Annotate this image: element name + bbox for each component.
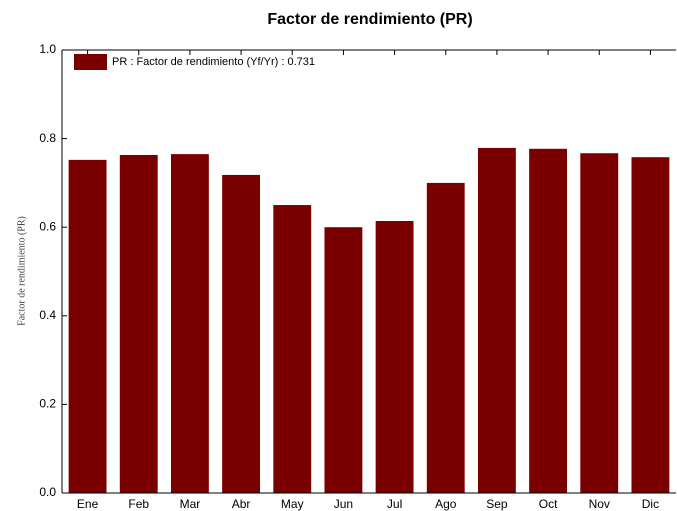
bar <box>273 205 312 494</box>
y-tick-label: 0.0 <box>39 485 56 499</box>
bar <box>580 153 619 493</box>
x-tick-label: Jun <box>334 497 353 511</box>
x-tick-label: Dic <box>642 497 659 511</box>
bar <box>170 154 209 494</box>
x-tick-label: Ene <box>77 497 99 511</box>
bar <box>375 220 414 494</box>
x-tick-label: Sep <box>486 497 508 511</box>
bar <box>631 157 670 493</box>
x-tick-label: Feb <box>128 497 149 511</box>
x-tick-label: Abr <box>232 497 251 511</box>
y-tick-label: 0.6 <box>39 219 56 233</box>
y-tick-label: 0.2 <box>39 397 56 411</box>
x-tick-label: May <box>281 497 304 511</box>
bar <box>324 227 363 493</box>
bar <box>119 154 158 493</box>
y-tick-label: 1.0 <box>39 42 56 56</box>
legend-swatch <box>74 54 107 70</box>
bar <box>68 159 107 493</box>
x-tick-label: Ago <box>435 497 457 511</box>
bar <box>426 182 465 493</box>
y-tick-label: 0.8 <box>39 131 56 145</box>
legend-label: PR : Factor de rendimiento (Yf/Yr) : 0.7… <box>112 56 315 68</box>
y-tick-label: 0.4 <box>39 308 56 322</box>
x-tick-label: Oct <box>539 497 558 511</box>
chart-title: Factor de rendimiento (PR) <box>267 11 472 28</box>
x-tick-label: Mar <box>180 497 201 511</box>
bar <box>477 147 516 493</box>
y-axis-label: Factor de rendimiento (PR) <box>16 216 27 326</box>
bar <box>222 174 261 493</box>
x-tick-label: Nov <box>589 497 610 511</box>
x-tick-label: Jul <box>387 497 402 511</box>
bar <box>529 148 568 493</box>
